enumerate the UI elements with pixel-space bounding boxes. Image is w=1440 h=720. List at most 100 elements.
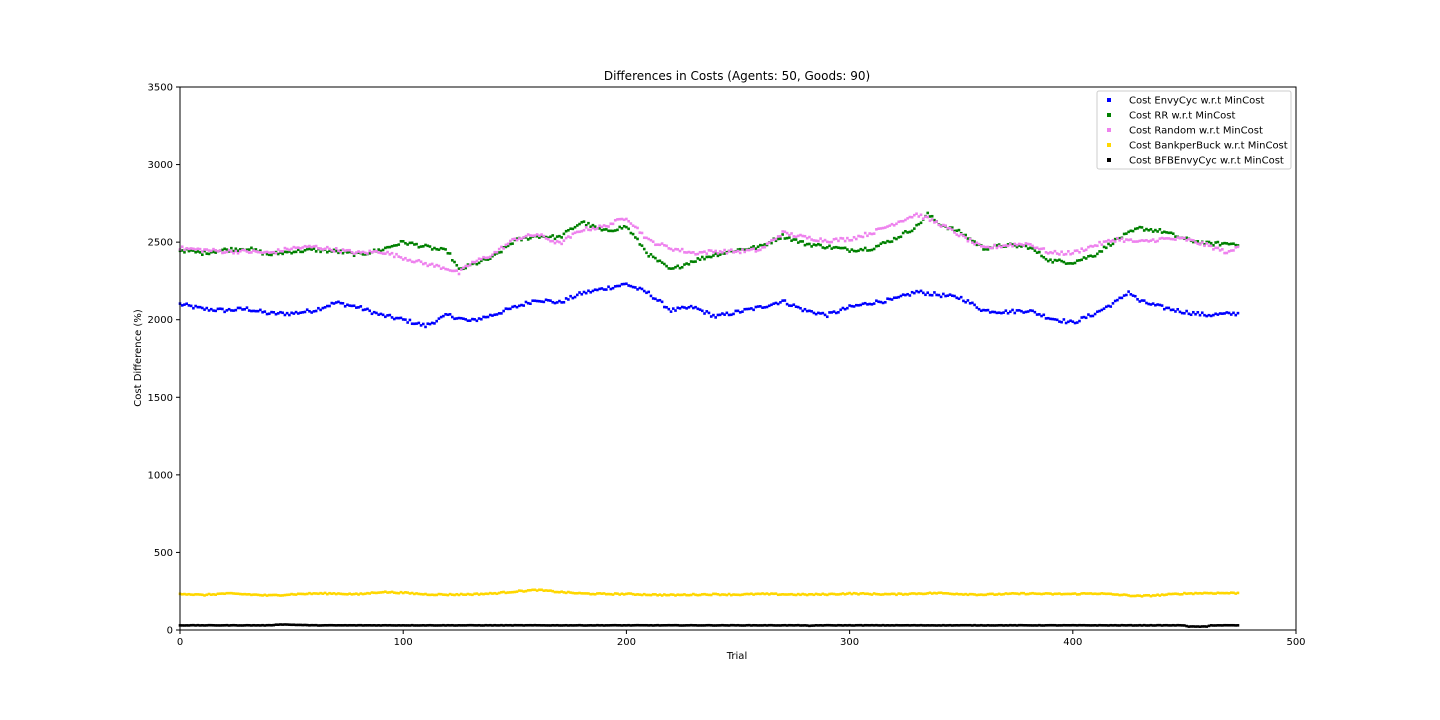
data-point xyxy=(451,315,454,319)
data-point xyxy=(183,250,186,254)
data-point xyxy=(462,593,465,596)
data-point xyxy=(511,242,514,245)
data-point xyxy=(1212,248,1215,251)
data-point xyxy=(555,301,559,304)
data-point xyxy=(877,624,880,627)
data-point xyxy=(384,252,387,255)
data-point xyxy=(1075,249,1079,252)
data-point xyxy=(587,221,590,225)
data-point xyxy=(390,251,394,255)
data-point xyxy=(705,255,709,259)
data-point xyxy=(406,624,409,627)
data-point xyxy=(274,623,278,626)
data-point xyxy=(401,318,405,321)
data-point xyxy=(948,293,952,296)
data-point xyxy=(430,262,434,266)
data-point xyxy=(926,291,930,294)
data-point xyxy=(593,624,597,627)
data-point xyxy=(1227,250,1231,253)
x-tick-label: 300 xyxy=(840,637,859,648)
data-point xyxy=(1149,594,1153,598)
data-point xyxy=(294,250,298,254)
data-point xyxy=(564,229,568,233)
data-point xyxy=(589,290,592,294)
data-point xyxy=(799,233,802,237)
data-point xyxy=(259,624,262,627)
data-point xyxy=(629,624,633,627)
data-point xyxy=(435,593,438,597)
data-point xyxy=(1178,310,1182,314)
data-point xyxy=(895,222,898,226)
data-point xyxy=(299,250,302,254)
data-point xyxy=(279,594,282,597)
data-point xyxy=(899,235,903,239)
data-point xyxy=(1221,242,1224,245)
data-point xyxy=(953,231,956,234)
data-point xyxy=(638,243,642,246)
data-point xyxy=(817,311,820,315)
data-point xyxy=(397,243,401,246)
data-point xyxy=(696,624,700,627)
data-point xyxy=(187,247,191,251)
data-point xyxy=(727,313,731,317)
data-point xyxy=(305,245,309,249)
data-point xyxy=(629,222,633,225)
data-point xyxy=(569,624,572,627)
data-point xyxy=(227,591,231,595)
data-point xyxy=(245,593,249,596)
data-point xyxy=(750,307,753,310)
data-point xyxy=(292,250,296,254)
data-point xyxy=(584,223,588,227)
data-point xyxy=(1174,624,1177,627)
data-point xyxy=(205,252,209,255)
data-point xyxy=(991,624,994,627)
data-point xyxy=(1046,316,1050,320)
data-point xyxy=(1174,310,1177,313)
data-point xyxy=(192,247,195,251)
data-point xyxy=(928,624,932,627)
data-point xyxy=(488,255,492,259)
data-point xyxy=(361,624,365,627)
data-point xyxy=(696,593,700,597)
data-point xyxy=(933,624,936,627)
data-point xyxy=(694,253,697,256)
data-point xyxy=(314,309,318,313)
data-point xyxy=(368,624,372,627)
data-point xyxy=(457,316,461,320)
y-tick-label: 1500 xyxy=(148,393,173,404)
data-point xyxy=(1127,594,1130,597)
data-point xyxy=(509,307,512,311)
data-point xyxy=(1136,227,1139,230)
data-point xyxy=(841,624,845,627)
data-point xyxy=(259,251,262,254)
data-point xyxy=(216,624,220,627)
data-point xyxy=(404,624,407,627)
data-point xyxy=(482,257,485,261)
data-point xyxy=(328,249,331,253)
data-point xyxy=(738,311,742,314)
data-point xyxy=(944,294,947,298)
data-point xyxy=(279,251,282,254)
legend-marker xyxy=(1107,128,1111,132)
data-point xyxy=(667,267,671,270)
data-point xyxy=(1158,228,1162,231)
data-point xyxy=(1109,623,1113,627)
data-point xyxy=(1053,592,1057,596)
data-point xyxy=(823,246,827,250)
data-point xyxy=(857,623,860,627)
data-point xyxy=(772,238,776,241)
data-point xyxy=(462,317,465,321)
data-point xyxy=(674,309,677,312)
data-point xyxy=(705,252,709,255)
data-point xyxy=(915,212,918,216)
data-point xyxy=(578,222,581,226)
data-point xyxy=(399,256,403,259)
data-point xyxy=(1189,238,1193,242)
data-point xyxy=(185,302,188,306)
data-point xyxy=(942,623,945,627)
data-point xyxy=(602,592,606,595)
data-point xyxy=(593,592,597,596)
data-point xyxy=(397,255,401,258)
data-point xyxy=(714,252,717,256)
data-point xyxy=(785,593,789,596)
